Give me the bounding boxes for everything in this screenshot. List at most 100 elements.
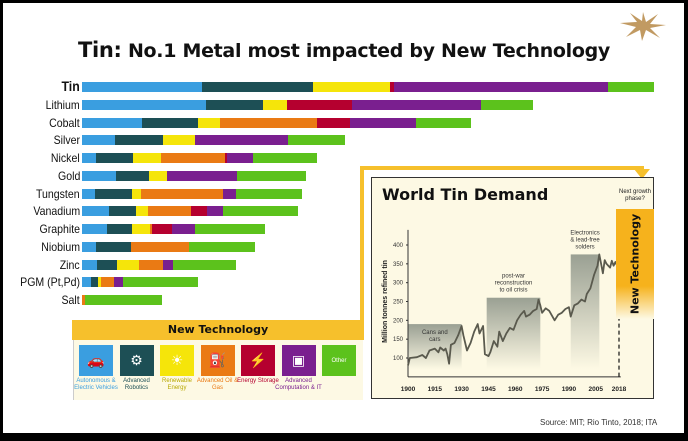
data-point bbox=[462, 334, 465, 336]
data-point bbox=[448, 363, 450, 365]
data-point bbox=[487, 355, 490, 357]
legend-item-robotics: ⚙ Advanced Robotics bbox=[119, 345, 154, 392]
bar-segment-other bbox=[416, 117, 471, 128]
bar-segment-renewable bbox=[198, 117, 221, 128]
bar-segment-storage bbox=[190, 206, 208, 217]
data-point bbox=[586, 293, 588, 295]
x-tick-label: 2018 bbox=[612, 386, 627, 393]
oil-rig-icon: ⛽ bbox=[200, 345, 235, 376]
y-tick-label: 300 bbox=[393, 281, 404, 287]
data-point bbox=[541, 312, 543, 314]
bar-segment-other bbox=[253, 153, 317, 163]
legend-label: Advanced Robotics bbox=[123, 378, 150, 391]
data-point bbox=[532, 310, 534, 312]
data-point bbox=[580, 299, 583, 301]
era-annotation: Electronics & lead-free solders bbox=[570, 230, 600, 250]
bar-segment-autonomous bbox=[82, 117, 143, 128]
data-point bbox=[598, 253, 600, 256]
x-tick-label: 1990 bbox=[562, 386, 577, 393]
bar-segment-oilgas bbox=[139, 259, 164, 270]
data-point bbox=[443, 349, 445, 352]
bar-label: Niobium bbox=[41, 239, 80, 254]
data-point bbox=[434, 347, 436, 350]
bar-segment-robotics bbox=[201, 82, 314, 92]
bar-segment-computation bbox=[114, 277, 124, 288]
tin-demand-chart: Cans and cars post-war reconstruction to oil… bbox=[382, 229, 627, 393]
data-point bbox=[453, 342, 456, 344]
bar-segment-computation bbox=[172, 224, 196, 234]
bar-segment-robotics bbox=[107, 224, 133, 234]
data-point bbox=[548, 310, 550, 312]
bar-segment-robotics bbox=[108, 206, 137, 217]
legend-item-storage: ⚡ Energy Storage bbox=[237, 345, 279, 385]
bar-segment-other bbox=[195, 224, 266, 234]
x-tick-label: 1915 bbox=[428, 386, 443, 393]
bar-label: Tin bbox=[61, 78, 80, 94]
bar-label: Tungsten bbox=[36, 186, 80, 201]
era-shade bbox=[486, 297, 541, 370]
bar-segment-autonomous bbox=[82, 241, 96, 252]
new-technology-band: New Technology bbox=[616, 209, 654, 319]
data-point bbox=[516, 319, 518, 321]
data-point bbox=[450, 344, 452, 346]
bar-segment-computation bbox=[167, 170, 237, 181]
data-point bbox=[609, 267, 611, 269]
bar-label: Zinc bbox=[60, 257, 80, 272]
data-point bbox=[607, 265, 609, 267]
bar-segment-other bbox=[223, 206, 298, 217]
data-point bbox=[509, 327, 511, 329]
data-point bbox=[498, 331, 500, 333]
bar-segment-oilgas bbox=[82, 295, 86, 305]
data-point bbox=[457, 334, 459, 336]
bar-segment-renewable bbox=[313, 82, 390, 92]
bar-segment-oilgas bbox=[147, 206, 191, 217]
data-point bbox=[493, 340, 495, 342]
bar-segment-oilgas bbox=[220, 117, 318, 128]
bar-segment-renewable bbox=[133, 153, 161, 163]
data-point bbox=[477, 323, 479, 325]
y-tick-label: 250 bbox=[393, 300, 404, 306]
bar-segment-autonomous bbox=[82, 153, 97, 163]
bar-segment-computation bbox=[163, 259, 173, 270]
bar-segment-oilgas bbox=[160, 153, 225, 163]
data-point bbox=[512, 329, 515, 331]
bar-label: Nickel bbox=[51, 151, 80, 165]
data-point bbox=[611, 260, 613, 262]
data-point bbox=[439, 346, 441, 349]
connector-line bbox=[360, 166, 364, 322]
data-point bbox=[482, 325, 484, 327]
data-point bbox=[428, 349, 431, 352]
source-note: Source: MIT; Rio Tinto, 2018; ITA bbox=[540, 418, 658, 427]
bar-segment-other bbox=[172, 259, 237, 270]
data-point bbox=[461, 325, 463, 327]
bar-segment-computation bbox=[351, 99, 482, 110]
data-point bbox=[602, 272, 604, 274]
data-point bbox=[409, 357, 411, 359]
bar-segment-robotics bbox=[91, 277, 98, 288]
bar-segment-renewable bbox=[132, 188, 141, 199]
data-point bbox=[596, 265, 599, 267]
bar-segment-robotics bbox=[96, 259, 117, 270]
bar-label: Graphite bbox=[39, 222, 80, 236]
battery-icon: ⚡ bbox=[241, 345, 275, 376]
data-point bbox=[561, 312, 563, 314]
bar-segment-oilgas bbox=[150, 224, 153, 234]
bar-segment-renewable bbox=[163, 135, 195, 146]
bar-segment-other bbox=[188, 241, 255, 252]
bar-segment-autonomous bbox=[82, 259, 97, 270]
bar-segment-autonomous bbox=[82, 99, 206, 110]
data-point bbox=[604, 259, 606, 261]
bar-label: Silver bbox=[53, 133, 80, 148]
legend-item-computation: ▣ Advanced Computation & IT bbox=[275, 345, 322, 392]
bar-segment-storage bbox=[287, 99, 352, 110]
legend-label: Autonomous & Electric Vehicles bbox=[74, 378, 118, 391]
legend-item-other: Other bbox=[322, 345, 356, 378]
x-tick-label: 1945 bbox=[481, 386, 496, 393]
bar-segment-storage bbox=[389, 82, 394, 92]
tin-demand-line bbox=[407, 253, 620, 366]
bar-segment-autonomous bbox=[82, 135, 115, 146]
x-tick-label: 1960 bbox=[508, 386, 523, 393]
new-technology-label: New Technology bbox=[628, 213, 642, 315]
data-point bbox=[525, 315, 527, 318]
data-point bbox=[564, 308, 566, 310]
